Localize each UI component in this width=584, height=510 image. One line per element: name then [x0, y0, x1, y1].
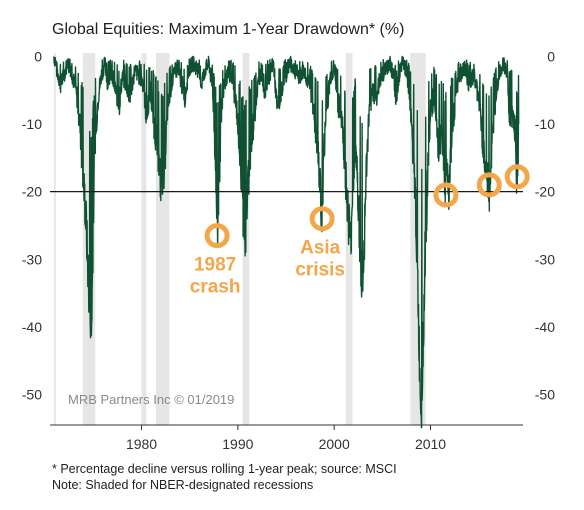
- recession-band-2: [141, 53, 147, 425]
- highlight-circle-0: [204, 223, 230, 249]
- x-tick-label: 2010: [415, 436, 446, 452]
- y-tick-right: 0: [547, 48, 555, 64]
- y-tick-left: -10: [22, 116, 42, 132]
- y-axis-right-ticks: 0 -10 -20 -30 -40 -50: [535, 48, 555, 402]
- y-tick-left: -30: [22, 251, 42, 267]
- highlight-circle-4: [504, 164, 530, 190]
- y-tick-right: -40: [535, 319, 555, 335]
- highlight-label-1: Asia: [300, 238, 341, 259]
- chart-title: Global Equities: Maximum 1-Year Drawdown…: [52, 21, 405, 38]
- y-tick-left: -20: [22, 184, 42, 200]
- recession-band-0: [53, 53, 56, 425]
- y-tick-right: -20: [535, 184, 555, 200]
- highlight-label-0: 1987: [194, 255, 236, 276]
- y-tick-right: -30: [535, 251, 555, 267]
- y-axis-left-ticks: 0 -10 -20 -30 -40 -50: [22, 48, 42, 402]
- footnote-recession-note: Note: Shaded for NBER-designated recessi…: [52, 478, 314, 492]
- drawdown-chart: 0-10-20-30-40-50 0-10-20-30-40-50 1980 19…: [22, 48, 555, 452]
- y-tick-right: -10: [535, 116, 555, 132]
- drawdown-series: [53, 55, 520, 429]
- highlight-circle-3: [476, 172, 502, 198]
- credit-text: MRB Partners Inc © 01/2019: [68, 392, 234, 407]
- footnote-definition: * Percentage decline versus rolling 1-ye…: [52, 462, 397, 476]
- x-tick-label: 2000: [319, 436, 350, 452]
- highlight-label-1: crisis: [295, 260, 345, 281]
- drawdown-line: [53, 55, 520, 429]
- y-tick-left: 0: [34, 48, 42, 64]
- y-tick-right: -50: [535, 387, 555, 403]
- x-axis-ticks: 1980 1990 2000 2010: [126, 425, 446, 452]
- highlight-circle-1: [309, 206, 335, 232]
- x-tick-label: 1990: [222, 436, 253, 452]
- y-tick-left: -50: [22, 387, 42, 403]
- highlight-label-0: crash: [190, 277, 241, 298]
- y-tick-left: -40: [22, 319, 42, 335]
- highlight-circle-2: [433, 182, 459, 208]
- x-tick-label: 1980: [126, 436, 157, 452]
